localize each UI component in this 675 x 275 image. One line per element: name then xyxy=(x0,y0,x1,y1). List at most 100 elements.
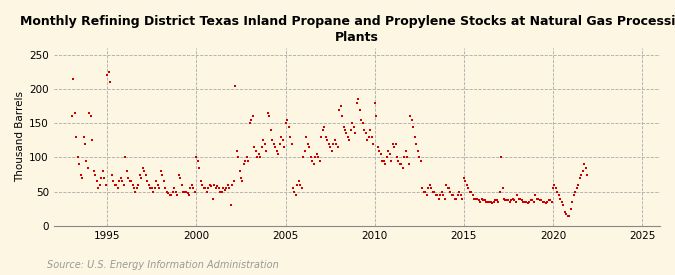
Point xyxy=(549,183,560,187)
Point xyxy=(472,196,483,201)
Point xyxy=(362,138,373,142)
Point xyxy=(500,198,511,202)
Point xyxy=(198,186,209,191)
Point xyxy=(87,138,98,142)
Point xyxy=(90,172,101,177)
Point xyxy=(354,107,365,112)
Point xyxy=(566,207,576,211)
Point xyxy=(315,159,325,163)
Point xyxy=(133,183,144,187)
Point xyxy=(218,186,229,191)
Point xyxy=(477,196,487,201)
Point xyxy=(236,176,246,180)
Point xyxy=(169,186,180,191)
Point xyxy=(182,191,193,195)
Point xyxy=(522,201,533,205)
Point xyxy=(66,114,77,119)
Point xyxy=(530,193,541,197)
Point xyxy=(268,142,279,146)
Point xyxy=(173,172,184,177)
Point xyxy=(562,213,573,218)
Point xyxy=(526,198,537,202)
Point xyxy=(497,186,508,191)
Point xyxy=(76,176,87,180)
Point xyxy=(114,179,125,184)
Point xyxy=(350,131,361,136)
Point xyxy=(119,155,130,160)
Point xyxy=(95,183,105,187)
Point xyxy=(384,152,395,156)
Point xyxy=(470,196,481,201)
Point xyxy=(221,186,232,191)
Point xyxy=(304,145,315,149)
Point xyxy=(338,125,349,129)
Point xyxy=(546,200,557,204)
Point xyxy=(463,186,474,191)
Point xyxy=(571,186,582,191)
Point xyxy=(127,183,138,187)
Point xyxy=(485,200,496,204)
Point xyxy=(139,169,150,173)
Point xyxy=(343,135,354,139)
Point xyxy=(377,159,387,163)
Point xyxy=(493,200,504,204)
Point xyxy=(201,189,212,194)
Point xyxy=(146,186,157,191)
Point xyxy=(149,186,160,191)
Point xyxy=(462,183,472,187)
Point xyxy=(186,183,197,187)
Point xyxy=(112,186,123,191)
Point xyxy=(307,159,318,163)
Point xyxy=(240,159,251,163)
Point xyxy=(258,138,269,142)
Point xyxy=(341,131,352,136)
Point xyxy=(488,200,499,204)
Point xyxy=(84,111,95,115)
Point xyxy=(265,128,276,132)
Point xyxy=(249,145,260,149)
Point xyxy=(78,135,89,139)
Point xyxy=(140,172,151,177)
Point xyxy=(222,183,233,187)
Point xyxy=(243,159,254,163)
Point xyxy=(99,176,110,180)
Point xyxy=(161,189,172,194)
Point xyxy=(429,189,439,194)
Point xyxy=(160,186,171,191)
Point xyxy=(521,200,532,204)
Point xyxy=(467,193,478,197)
Point xyxy=(380,162,391,166)
Point xyxy=(408,125,418,129)
Point xyxy=(360,131,371,136)
Point xyxy=(305,155,316,160)
Point xyxy=(206,184,217,188)
Point xyxy=(365,128,376,132)
Point xyxy=(445,189,456,194)
Point xyxy=(564,213,575,218)
Point xyxy=(335,104,346,108)
Point xyxy=(346,128,356,132)
Point xyxy=(296,186,307,191)
Point xyxy=(308,162,319,166)
Point xyxy=(170,189,181,194)
Point xyxy=(378,159,389,163)
Point xyxy=(570,189,580,194)
Point xyxy=(283,125,294,129)
Point xyxy=(556,200,567,204)
Point xyxy=(326,148,337,153)
Point xyxy=(375,152,386,156)
Point xyxy=(203,186,214,191)
Point xyxy=(123,176,134,180)
Point xyxy=(383,148,394,153)
Point xyxy=(164,193,175,197)
Point xyxy=(464,189,475,194)
Point xyxy=(109,183,120,187)
Point xyxy=(279,145,290,149)
Point xyxy=(415,159,426,163)
Point xyxy=(317,128,328,132)
Point xyxy=(433,196,444,201)
Point xyxy=(233,155,244,160)
Point xyxy=(552,189,563,194)
Point xyxy=(252,155,263,160)
Point xyxy=(385,159,396,163)
